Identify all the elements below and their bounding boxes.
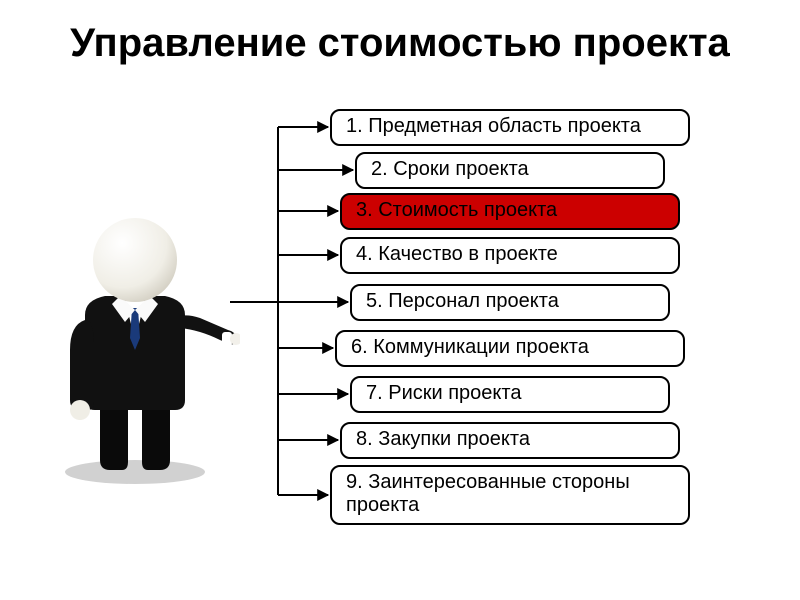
list-item: 5. Персонал проекта (350, 284, 670, 321)
list-item: 2. Сроки проекта (355, 152, 665, 189)
list-item: 7. Риски проекта (350, 376, 670, 413)
list-item: 4. Качество в проекте (340, 237, 680, 274)
list-item: 1. Предметная область проекта (330, 109, 690, 146)
list-item: 3. Стоимость проекта (340, 193, 680, 230)
list-item: 6. Коммуникации проекта (335, 330, 685, 367)
page-title: Управление стоимостью проекта (0, 20, 800, 66)
list-item: 8. Закупки проекта (340, 422, 680, 459)
businessman-figure (30, 210, 240, 490)
list-item: 9. Заинтересованные стороны проекта (330, 465, 690, 525)
